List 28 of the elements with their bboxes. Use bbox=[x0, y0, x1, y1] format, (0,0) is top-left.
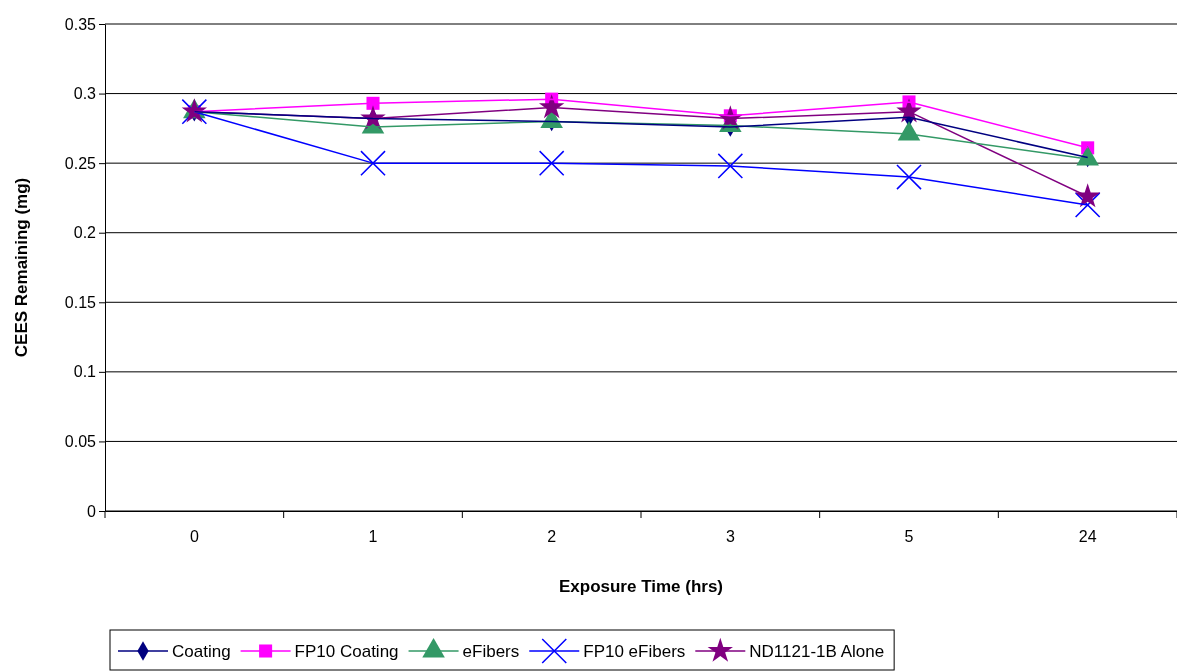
legend-label: eFibers bbox=[462, 642, 520, 661]
y-tick-label: 0.35 bbox=[64, 15, 97, 33]
y-tick-label: 0.3 bbox=[73, 85, 97, 103]
x-tick-label: 24 bbox=[1078, 528, 1097, 546]
y-tick-label: 0.15 bbox=[64, 293, 97, 311]
point bbox=[717, 153, 744, 179]
point bbox=[538, 94, 565, 119]
y-axis-title: CEES Remaining (mg) bbox=[12, 177, 31, 358]
point bbox=[896, 164, 922, 190]
x-tick-label: 0 bbox=[189, 528, 199, 546]
x-axis-title: Exposure Time (hrs) bbox=[558, 577, 724, 596]
x-tick-label: 3 bbox=[725, 528, 735, 546]
point bbox=[366, 96, 380, 110]
point bbox=[1074, 183, 1101, 208]
x-tick-label: 5 bbox=[904, 528, 914, 546]
point bbox=[360, 150, 386, 176]
y-tick-label: 0.1 bbox=[73, 363, 97, 381]
legend-label: ND1121-1B Alone bbox=[749, 642, 885, 661]
y-tick-label: 0 bbox=[87, 502, 97, 520]
legend-label: FP10 eFibers bbox=[583, 642, 686, 661]
x-tick-label: 1 bbox=[368, 528, 378, 546]
y-tick-label: 0.25 bbox=[64, 154, 97, 172]
point bbox=[538, 150, 565, 176]
legend-label: FP10 Coating bbox=[294, 642, 399, 661]
y-tick-label: 0.2 bbox=[73, 224, 97, 242]
legend-label: Coating bbox=[172, 642, 231, 661]
x-tick-label: 2 bbox=[547, 528, 557, 546]
y-tick-label: 0.05 bbox=[64, 433, 97, 451]
